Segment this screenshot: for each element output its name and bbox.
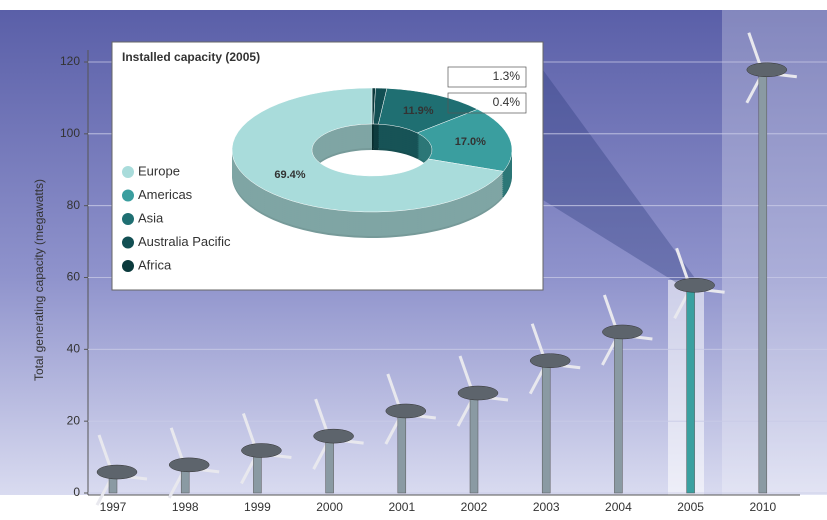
y-tick-label: 80 [67, 198, 81, 212]
nacelle [746, 62, 788, 78]
inset-title: Installed capacity (2005) [122, 50, 260, 64]
nacelle [674, 278, 715, 293]
nacelle [602, 324, 643, 340]
slice-label: 0.4% [493, 95, 521, 109]
tower [686, 288, 695, 494]
x-tick-label: 1999 [244, 500, 271, 514]
tower [253, 453, 262, 494]
y-tick-label: 40 [67, 342, 81, 356]
legend-swatch [122, 166, 134, 178]
zoom-connector [543, 70, 700, 285]
slice [231, 87, 504, 213]
x-tick-label: 2004 [605, 500, 632, 514]
x-tick-label: 2010 [749, 500, 776, 514]
nacelle [457, 385, 499, 401]
x-tick-label: 2001 [388, 500, 415, 514]
slice-label: 1.3% [493, 69, 521, 83]
highlight-band [668, 280, 704, 495]
y-tick-label: 0 [73, 485, 80, 499]
legend-swatch [122, 236, 134, 249]
tower [541, 363, 551, 494]
legend-label: Americas [138, 187, 193, 202]
x-tick-label: 2000 [316, 500, 343, 514]
slice-label: 11.9% [403, 105, 434, 117]
x-tick-label: 1997 [100, 500, 127, 514]
legend-label: Australia Pacific [138, 234, 231, 249]
legend-label: Europe [138, 163, 180, 178]
legend-label: Asia [138, 210, 164, 225]
tower [758, 72, 768, 494]
nacelle [96, 464, 138, 480]
y-tick-label: 100 [60, 126, 80, 140]
nacelle [313, 428, 354, 444]
y-axis-label: Total generating capacity (megawatts) [32, 179, 46, 381]
nacelle [241, 443, 282, 458]
slice-label: 17.0% [455, 136, 486, 148]
callout-box [447, 92, 527, 114]
x-tick-label: 2003 [533, 500, 560, 514]
legend-label: Africa [138, 257, 172, 272]
tower [397, 413, 407, 494]
y-tick-label: 20 [67, 413, 81, 427]
slice-label: 69.4% [274, 169, 305, 181]
y-tick-label: 60 [67, 270, 81, 284]
x-tick-label: 2005 [677, 500, 704, 514]
tower [325, 438, 334, 494]
x-tick-label: 1998 [172, 500, 199, 514]
x-tick-label: 2002 [461, 500, 488, 514]
future-band [722, 10, 827, 495]
slice [416, 109, 513, 172]
nacelle [385, 403, 427, 419]
inset: Installed capacity (2005) 0.4% 1.3% 11.9% 1… [111, 41, 544, 291]
callout-box [447, 66, 527, 88]
nacelle [168, 457, 210, 473]
tower [614, 334, 623, 494]
tower [469, 395, 479, 494]
legend-swatch [122, 213, 134, 225]
legend-swatch [122, 189, 134, 202]
legend-swatch [122, 260, 134, 272]
nacelle [529, 353, 571, 368]
y-tick-label: 120 [60, 54, 80, 68]
